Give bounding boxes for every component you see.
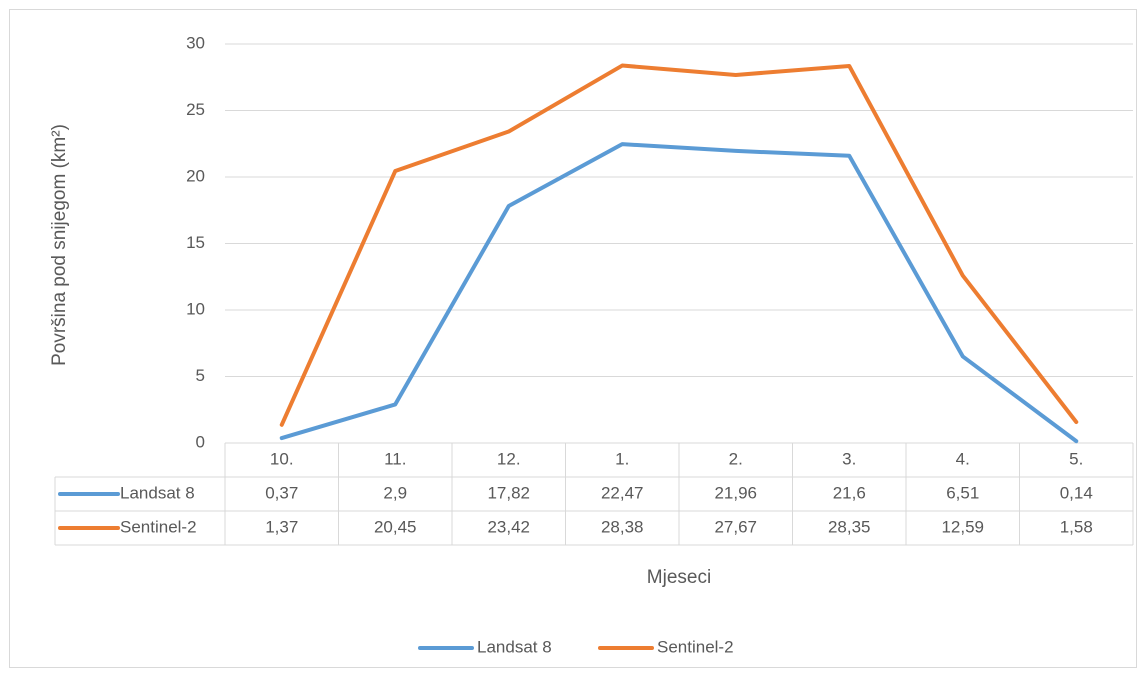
y-tick-label: 10	[186, 299, 205, 318]
chart-frame	[9, 9, 1137, 668]
legend-label: Sentinel-2	[657, 637, 734, 656]
table-value: 27,67	[714, 517, 757, 536]
table-value: 12,59	[941, 517, 984, 536]
table-value: 17,82	[487, 483, 530, 502]
table-value: 0,14	[1060, 483, 1093, 502]
table-value: 21,96	[714, 483, 757, 502]
x-tick-label: 5.	[1069, 449, 1083, 468]
x-tick-label: 10.	[270, 449, 294, 468]
table-value: 23,42	[487, 517, 530, 536]
series-line	[279, 142, 1079, 444]
table-value: 0,37	[265, 483, 298, 502]
y-tick-label: 0	[196, 432, 205, 451]
y-tick-label: 15	[186, 233, 205, 252]
y-tick-label: 30	[186, 33, 205, 52]
y-tick-label: 5	[196, 366, 205, 385]
table-series-name: Sentinel-2	[120, 517, 197, 536]
y-tick-label: 25	[186, 100, 205, 119]
x-tick-label: 4.	[956, 449, 970, 468]
table-value: 1,58	[1060, 517, 1093, 536]
table-value: 28,38	[601, 517, 644, 536]
series-line	[279, 63, 1079, 427]
x-tick-label: 1.	[615, 449, 629, 468]
table-value: 2,9	[383, 483, 407, 502]
y-tick-label: 20	[186, 166, 205, 185]
x-axis-label: Mjeseci	[647, 567, 711, 588]
table-value: 1,37	[265, 517, 298, 536]
table-value: 22,47	[601, 483, 644, 502]
table-value: 20,45	[374, 517, 417, 536]
y-axis-label: Površina pod snijegom (km²)	[49, 124, 70, 366]
table-value: 6,51	[946, 483, 979, 502]
table-value: 21,6	[833, 483, 866, 502]
x-tick-label: 12.	[497, 449, 521, 468]
legend-label: Landsat 8	[477, 637, 552, 656]
table-series-name: Landsat 8	[120, 483, 195, 502]
x-tick-label: 11.	[384, 449, 406, 468]
x-tick-label: 3.	[842, 449, 856, 468]
table-value: 28,35	[828, 517, 871, 536]
x-tick-label: 2.	[729, 449, 743, 468]
